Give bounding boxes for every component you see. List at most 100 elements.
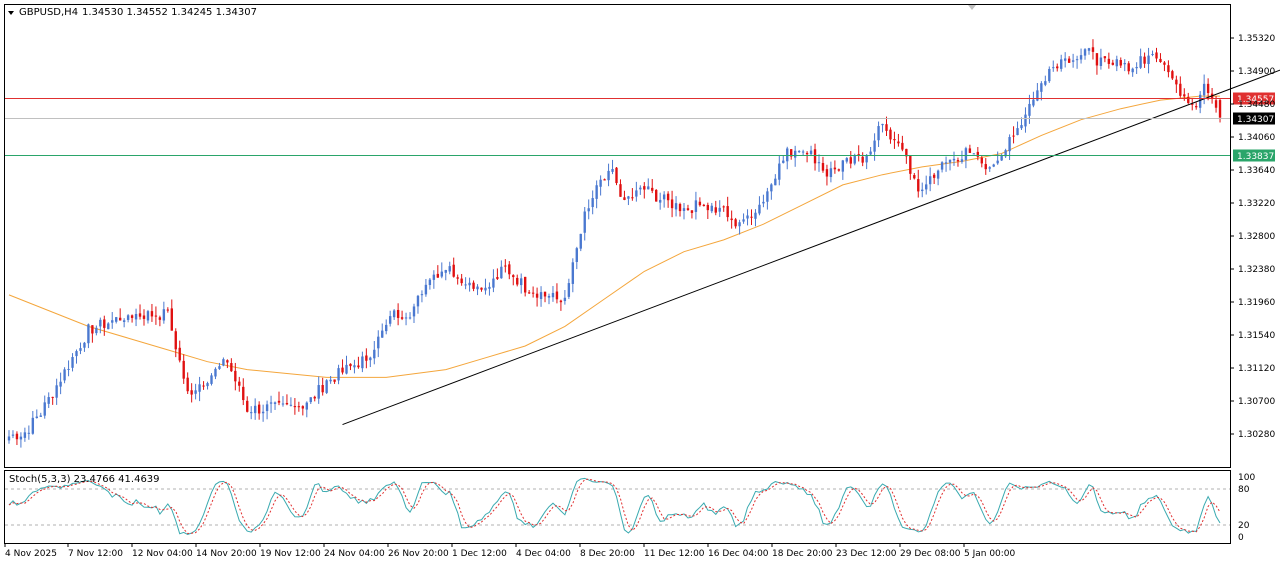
bull-candle (1048, 68, 1051, 82)
bull-candle (1123, 63, 1126, 65)
bull-candle (1198, 94, 1202, 108)
bull-candle (1075, 59, 1079, 61)
bear-candle (15, 433, 19, 440)
bear-candle (790, 149, 793, 157)
bull-candle (67, 368, 70, 370)
bull-candle (988, 167, 991, 169)
bear-candle (1159, 58, 1162, 63)
bear-candle (559, 300, 563, 303)
bull-candle (11, 434, 15, 436)
bear-candle (242, 386, 245, 401)
bull-candle (1087, 48, 1091, 51)
bull-candle (583, 211, 586, 233)
bear-candle (714, 207, 717, 213)
bull-candle (83, 342, 86, 348)
bull-candle (865, 155, 868, 163)
bull-candle (381, 330, 384, 338)
bear-candle (885, 124, 888, 131)
bull-candle (115, 317, 118, 322)
bull-candle (829, 168, 833, 178)
bull-candle (1135, 66, 1138, 69)
y-tick-label: 1.34480 (1238, 100, 1275, 110)
bear-candle (913, 175, 916, 179)
bull-candle (948, 159, 952, 163)
bull-candle (936, 170, 940, 179)
bear-candle (615, 167, 618, 184)
bull-candle (571, 262, 575, 284)
bull-candle (758, 204, 761, 214)
bull-candle (928, 176, 932, 185)
bull-candle (122, 320, 126, 322)
bull-candle (345, 364, 348, 374)
bull-candle (1071, 60, 1075, 62)
bull-candle (682, 208, 686, 211)
bear-candle (956, 160, 960, 162)
bull-candle (75, 351, 78, 357)
x-tick-label: 4 Nov 2025 (5, 549, 57, 559)
resistance-price-tag (1233, 92, 1275, 105)
bear-candle (480, 287, 483, 290)
bull-candle (639, 187, 642, 190)
bear-candle (190, 390, 193, 395)
bear-candle (226, 360, 229, 363)
bear-candle (535, 293, 539, 298)
bull-candle (420, 294, 424, 296)
bear-candle (527, 292, 531, 294)
bull-candle (635, 190, 638, 197)
bear-candle (313, 396, 316, 399)
bear-candle (277, 400, 281, 403)
bull-candle (1000, 155, 1003, 161)
bull-candle (853, 154, 856, 164)
bear-candle (750, 216, 753, 218)
bull-candle (281, 403, 285, 405)
bear-candle (118, 317, 122, 321)
y-tick-label: 1.30700 (1238, 397, 1275, 407)
bull-candle (742, 219, 745, 222)
bear-candle (285, 402, 289, 405)
x-tick-label: 7 Nov 12:00 (68, 549, 123, 559)
bear-candle (460, 278, 463, 284)
bull-candle (35, 416, 38, 418)
chart-shift-marker-icon[interactable] (968, 5, 976, 10)
bear-candle (365, 355, 368, 361)
x-tick-label: 4 Dec 04:00 (516, 549, 571, 559)
bull-candle (1147, 55, 1150, 65)
bull-candle (43, 402, 46, 416)
stoch-scale-label: 0 (1238, 533, 1244, 543)
bear-candle (182, 360, 185, 379)
bull-candle (111, 320, 114, 323)
bull-candle (972, 153, 976, 155)
bull-candle (662, 194, 666, 200)
bear-candle (857, 154, 860, 156)
bull-candle (488, 286, 491, 289)
bear-candle (861, 156, 864, 163)
bear-candle (643, 186, 646, 190)
bear-candle (849, 157, 852, 164)
bull-candle (31, 417, 35, 434)
bull-candle (361, 356, 364, 369)
bull-candle (595, 185, 598, 199)
bull-candle (710, 205, 713, 212)
bear-candle (1218, 100, 1222, 118)
bull-candle (1044, 81, 1047, 85)
bear-candle (1111, 62, 1115, 65)
bear-candle (186, 377, 189, 392)
bull-candle (329, 379, 332, 382)
bear-candle (321, 384, 324, 393)
bear-candle (516, 277, 519, 285)
bull-candle (1052, 67, 1055, 69)
bear-candle (1155, 52, 1158, 59)
bull-candle (1036, 90, 1039, 101)
bull-candle (126, 315, 130, 320)
bear-candle (1179, 83, 1182, 96)
bear-candle (1143, 56, 1146, 64)
bear-candle (154, 315, 158, 317)
bear-candle (734, 219, 737, 227)
x-tick-label: 29 Dec 08:00 (900, 549, 961, 559)
chart-menu-arrow-icon[interactable] (8, 11, 14, 15)
y-tick-label: 1.33640 (1238, 166, 1275, 176)
y-tick-label: 1.31540 (1238, 331, 1275, 341)
bull-candle (658, 199, 662, 203)
